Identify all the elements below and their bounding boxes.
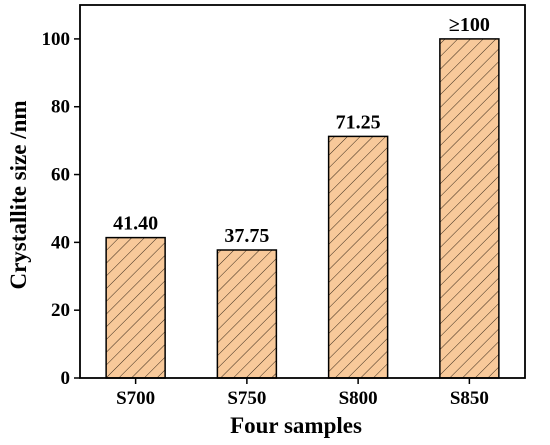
data-label-s700: 41.40: [113, 213, 158, 235]
x-tick-label: S850: [450, 388, 489, 409]
bar-hatch-s800: [327, 135, 389, 379]
x-tick-label: S750: [227, 388, 266, 409]
y-tick-label: 20: [51, 300, 70, 321]
plot-frame: [79, 4, 526, 379]
y-tick-label: 80: [51, 97, 70, 118]
y-tick-label: 60: [51, 165, 70, 186]
plot-area: 41.40 S700 37.75 S750 71.25 S800 ≥100 S850 0 20 40…: [42, 4, 526, 409]
bar-hatch-s850: [439, 38, 500, 379]
x-axis-title: Four samples: [230, 413, 362, 438]
y-tick-label: 100: [42, 29, 71, 50]
y-axis-title: Crystallite size /nm: [6, 100, 31, 289]
x-tick-label: S800: [339, 388, 378, 409]
data-label-s800: 71.25: [336, 111, 381, 133]
x-tick-label: S700: [116, 388, 155, 409]
bar-hatch-s750: [216, 249, 278, 379]
data-label-s850: ≥100: [449, 14, 490, 36]
y-tick-label: 0: [61, 368, 71, 389]
bar-hatch-s700: [105, 236, 166, 379]
y-tick-label: 40: [51, 232, 70, 253]
data-label-s750: 37.75: [224, 225, 269, 247]
